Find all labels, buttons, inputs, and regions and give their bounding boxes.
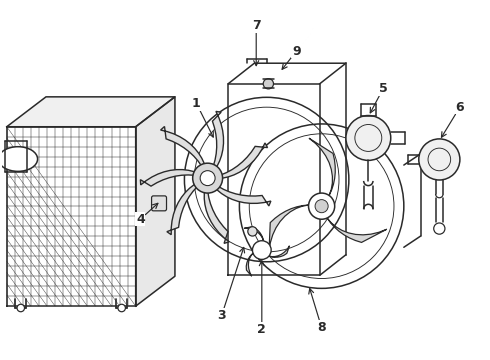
Polygon shape (269, 246, 290, 257)
Circle shape (419, 139, 460, 180)
Text: 5: 5 (370, 82, 388, 113)
Polygon shape (228, 84, 320, 275)
Polygon shape (327, 218, 387, 242)
Text: 7: 7 (252, 19, 261, 66)
Polygon shape (204, 192, 229, 243)
Circle shape (252, 241, 271, 260)
Polygon shape (7, 97, 175, 127)
Polygon shape (309, 138, 335, 195)
Ellipse shape (0, 147, 38, 171)
Polygon shape (217, 186, 271, 206)
Circle shape (346, 116, 391, 160)
Text: 3: 3 (218, 247, 245, 322)
Circle shape (248, 227, 257, 236)
Circle shape (263, 78, 273, 89)
Polygon shape (7, 127, 136, 306)
Polygon shape (269, 205, 309, 251)
Circle shape (315, 200, 328, 213)
Text: 1: 1 (192, 97, 213, 137)
Circle shape (309, 193, 335, 219)
Text: 6: 6 (441, 101, 464, 137)
Polygon shape (161, 126, 204, 166)
Circle shape (434, 223, 445, 234)
Polygon shape (136, 97, 175, 306)
Text: 9: 9 (282, 45, 301, 69)
Polygon shape (220, 143, 268, 178)
Circle shape (17, 304, 24, 312)
Circle shape (118, 304, 125, 312)
Circle shape (200, 171, 215, 186)
Polygon shape (246, 253, 253, 276)
FancyBboxPatch shape (151, 196, 167, 211)
Circle shape (193, 163, 222, 193)
Circle shape (240, 124, 404, 288)
Polygon shape (213, 111, 223, 166)
Polygon shape (167, 185, 197, 235)
Text: 8: 8 (309, 289, 326, 334)
Text: 2: 2 (257, 261, 266, 336)
Polygon shape (245, 227, 264, 241)
Text: 4: 4 (136, 203, 158, 226)
Polygon shape (140, 170, 195, 186)
